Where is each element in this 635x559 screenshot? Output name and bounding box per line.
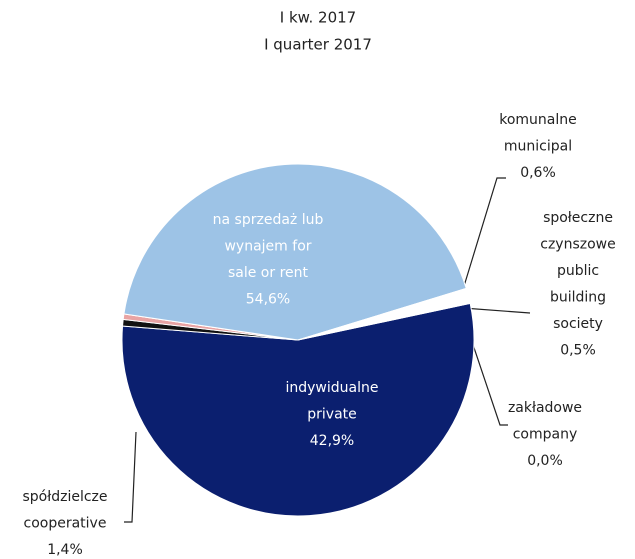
slice-label: wynajem for	[224, 239, 311, 255]
slice-label: na sprzedaż lub	[213, 212, 324, 228]
slice-label: komunalne	[499, 112, 577, 128]
slice-label: indywidualne	[286, 380, 379, 396]
slice-label: cooperative	[24, 516, 107, 532]
value-label: 42,9%	[310, 433, 354, 449]
slice-label: building	[550, 290, 606, 306]
slice-label: zakładowe	[508, 400, 582, 416]
pie-slice	[297, 287, 471, 341]
slice-label: społeczne	[543, 210, 613, 226]
slice-label: society	[553, 316, 603, 332]
value-label: 54,6%	[246, 292, 290, 308]
slice-label: public	[557, 263, 599, 279]
leader-line	[461, 311, 508, 426]
slice-label: private	[307, 407, 357, 423]
value-label: 0,6%	[520, 165, 556, 181]
leader-line	[460, 177, 506, 297]
leader-line	[462, 307, 531, 314]
pie-slice	[121, 302, 475, 517]
chart-subtitle: I quarter 2017	[264, 36, 372, 54]
slice-label: company	[513, 427, 578, 443]
pie-slice	[123, 163, 467, 341]
value-label: 0,0%	[527, 453, 563, 469]
slice-label: municipal	[504, 139, 572, 155]
slice-label: sale or rent	[228, 265, 309, 281]
leader-line	[124, 431, 137, 523]
value-label: 1,4%	[47, 542, 83, 558]
slice-label: czynszowe	[540, 237, 615, 253]
slice-label: spółdzielcze	[22, 489, 107, 505]
chart-title: I kw. 2017	[280, 9, 356, 27]
value-label: 0,5%	[560, 343, 596, 359]
